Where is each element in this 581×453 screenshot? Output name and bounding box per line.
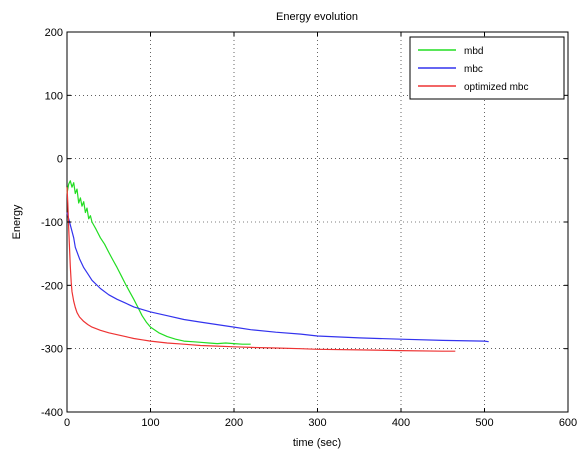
axis-ticks: 0 100 200 300 400 500 600 -400 -300 -200 -100 0 100 2…: [41, 27, 577, 429]
mbc-series-line: [66, 212, 489, 343]
grid: [67, 32, 568, 412]
x-tick-label: 300: [308, 417, 326, 429]
series-layer: [66, 180, 489, 352]
y-tick-label: -300: [41, 344, 63, 356]
y-tick-label: 200: [45, 27, 63, 39]
mbd-series-line: [66, 180, 251, 345]
legend-label: optimized mbc: [464, 82, 528, 93]
y-tick-label: 100: [45, 90, 63, 102]
legend: mbd mbc optimized mbc: [409, 36, 565, 100]
x-tick-label: 100: [141, 417, 159, 429]
legend-label: mbd: [464, 46, 483, 57]
chart-title: Energy evolution: [276, 11, 358, 23]
y-tick-label: -400: [41, 407, 63, 419]
x-tick-label: 500: [475, 417, 493, 429]
x-axis-label: time (sec): [293, 437, 341, 449]
x-tick-label: 0: [64, 417, 70, 429]
y-axis-label: Energy: [11, 204, 23, 239]
y-tick-label: -100: [41, 217, 63, 229]
y-tick-label: -200: [41, 280, 63, 292]
optimized-mbc-series-line: [66, 187, 456, 352]
x-tick-label: 400: [392, 417, 410, 429]
x-tick-label: 600: [559, 417, 577, 429]
legend-label: mbc: [464, 64, 483, 75]
y-tick-label: 0: [57, 154, 63, 166]
x-tick-label: 200: [225, 417, 243, 429]
